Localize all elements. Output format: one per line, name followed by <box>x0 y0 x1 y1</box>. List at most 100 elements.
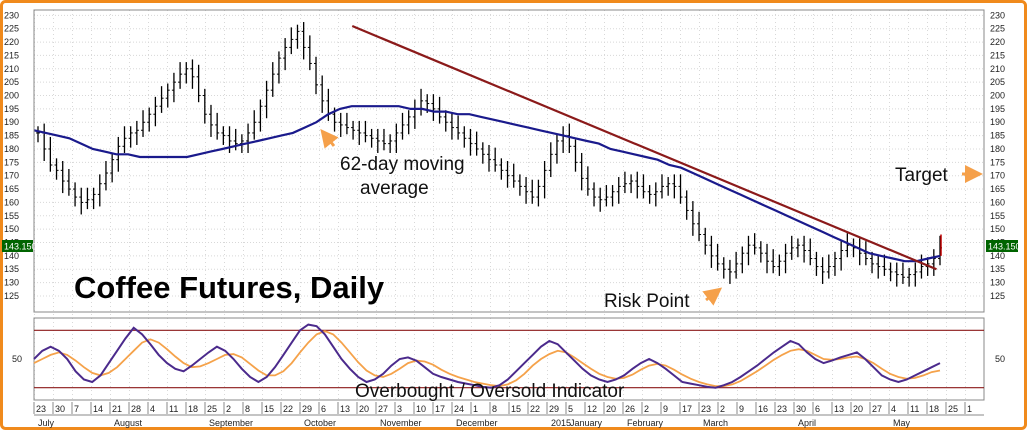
price-bar <box>147 107 152 132</box>
y-tick-label-left: 190 <box>4 117 19 127</box>
x-tick-label: 27 <box>378 404 388 414</box>
indicator-tick-right: 50 <box>995 354 1005 364</box>
y-tick-label-right: 150 <box>990 224 1005 234</box>
price-bar <box>97 174 102 207</box>
x-month-label: July <box>38 418 55 428</box>
indicator-label: Overbought / Oversold Indicator <box>355 381 625 402</box>
price-bar <box>783 243 788 274</box>
price-bar <box>900 262 905 284</box>
price-bar <box>907 267 912 287</box>
x-tick-label: 30 <box>55 404 65 414</box>
price-bar <box>598 187 603 212</box>
x-tick-label: 22 <box>530 404 540 414</box>
price-bar <box>468 128 473 156</box>
risk-point-arrow-icon <box>702 287 723 306</box>
price-bar <box>684 190 689 220</box>
y-tick-label-left: 230 <box>4 10 19 20</box>
price-bar <box>54 158 59 180</box>
price-panel-border <box>33 9 985 313</box>
chart-title: Coffee Futures, Daily <box>74 270 385 305</box>
x-tick-label: 2 <box>720 404 725 414</box>
x-month-label: November <box>380 418 422 428</box>
price-bar <box>141 110 146 137</box>
axes: 1251251301301351351401401451451501501551… <box>4 9 1005 401</box>
price-bar <box>375 128 380 153</box>
moving-average-label-line2: average <box>360 178 429 199</box>
price-bar <box>727 259 732 284</box>
price-bar <box>832 251 837 276</box>
x-tick-label: 12 <box>587 404 597 414</box>
indicator-tick-left: 50 <box>12 354 22 364</box>
price-bar <box>876 254 881 279</box>
y-tick-label-right: 230 <box>990 10 1005 20</box>
y-tick-label-left: 210 <box>4 64 19 74</box>
price-bar <box>524 177 529 204</box>
x-month-label: October <box>304 418 336 428</box>
y-tick-label-right: 215 <box>990 50 1005 60</box>
price-bar <box>758 241 763 263</box>
price-bar <box>165 83 170 108</box>
price-bar <box>659 174 664 199</box>
price-bar <box>678 174 683 204</box>
price-bar <box>579 152 584 191</box>
x-tick-label: 30 <box>796 404 806 414</box>
price-bar <box>270 62 275 97</box>
price-bar <box>629 174 634 194</box>
x-tick-label: 9 <box>663 404 668 414</box>
price-bar <box>394 123 399 153</box>
price-bar <box>196 64 201 103</box>
x-tick-label: 11 <box>910 404 919 414</box>
price-bar <box>771 249 776 274</box>
oscillator-fast-line <box>33 323 941 389</box>
x-tick-label: 18 <box>929 404 939 414</box>
price-bar <box>622 171 627 194</box>
price-bar <box>190 59 195 89</box>
price-bar <box>289 27 294 55</box>
oscillator-slow-line <box>33 330 941 388</box>
x-tick-label: 25 <box>948 404 958 414</box>
y-tick-label-left: 165 <box>4 184 19 194</box>
last-price-right: 143.150 <box>988 242 1021 252</box>
price-bar <box>351 120 356 140</box>
price-bar <box>746 235 751 266</box>
price-bar <box>913 262 918 287</box>
last-price-box-right <box>986 240 1018 252</box>
price-bar <box>153 96 158 127</box>
price-bar <box>554 134 559 164</box>
price-bar <box>894 262 899 287</box>
x-tick-label: 17 <box>682 404 692 414</box>
price-bar <box>888 262 893 282</box>
price-bar <box>647 185 652 204</box>
x-month-label: March <box>703 418 728 428</box>
x-month-label: April <box>798 418 816 428</box>
last-price-left: 143.150 <box>4 242 37 252</box>
y-tick-label-right: 155 <box>990 211 1005 221</box>
indicator-panel: 50 50 <box>12 323 1005 389</box>
price-bar <box>159 86 164 113</box>
price-bar <box>703 227 708 255</box>
y-tick-label-left: 200 <box>4 91 19 101</box>
x-tick-label: 6 <box>321 404 326 414</box>
price-bar <box>517 174 522 196</box>
x-tick-label: 20 <box>606 404 616 414</box>
grid <box>34 10 984 400</box>
x-tick-label: 13 <box>340 404 350 414</box>
x-tick-label: 9 <box>739 404 744 414</box>
x-tick-label: 20 <box>853 404 863 414</box>
moving-average-arrow-icon <box>320 128 339 149</box>
y-tick-label-right: 195 <box>990 104 1005 114</box>
y-tick-label-left: 135 <box>4 264 19 274</box>
y-tick-label-left: 215 <box>4 50 19 60</box>
x-tick-label: 23 <box>777 404 787 414</box>
price-bar <box>870 251 875 274</box>
price-bar <box>480 142 485 164</box>
price-bar <box>789 235 794 260</box>
x-tick-label: 4 <box>150 404 155 414</box>
moving-average-label-line1: 62-day moving <box>340 154 465 175</box>
y-tick-label-left: 175 <box>4 157 19 167</box>
price-bar <box>709 235 714 268</box>
price-bar <box>820 257 825 284</box>
x-month-label: 2015 <box>551 418 571 428</box>
price-bar <box>208 104 213 137</box>
